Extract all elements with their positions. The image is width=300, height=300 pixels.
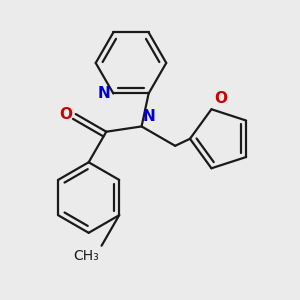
Text: O: O bbox=[214, 91, 227, 106]
Text: CH₃: CH₃ bbox=[73, 249, 98, 263]
Text: N: N bbox=[98, 86, 110, 101]
Text: N: N bbox=[143, 109, 156, 124]
Text: O: O bbox=[60, 106, 73, 122]
